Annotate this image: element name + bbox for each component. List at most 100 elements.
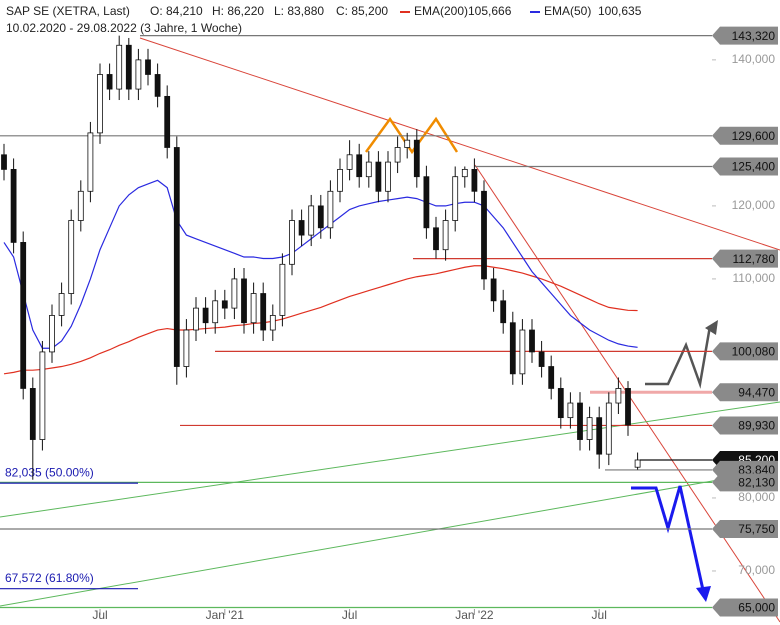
x-tick-label: Jan '21 <box>206 608 245 622</box>
y-tick-label: 110,000 <box>733 271 776 285</box>
level-label: 100,080 <box>732 345 776 359</box>
header: SAP SE (XETRA, Last) 10.02.2020 - 29.08.… <box>6 4 242 35</box>
candle-body <box>481 190 487 280</box>
candle-body <box>548 366 555 389</box>
candle-body <box>10 168 17 243</box>
candle-body <box>97 74 103 134</box>
candle-body <box>471 168 478 192</box>
arrow-head <box>705 320 718 335</box>
arrow-head <box>696 586 711 602</box>
level-label: 89,930 <box>738 419 775 433</box>
candle-body <box>49 315 55 353</box>
candle-body <box>1 154 7 170</box>
trend-line <box>0 401 780 518</box>
candle-body <box>68 220 75 294</box>
candle-body <box>356 154 363 178</box>
level-box <box>712 416 778 435</box>
candle-body <box>269 315 276 331</box>
level-box <box>712 342 778 361</box>
candle-body <box>135 59 142 90</box>
candle-body <box>39 351 46 440</box>
level-box <box>712 126 778 145</box>
candle-body <box>183 329 190 367</box>
candle-body <box>586 417 593 440</box>
level-box <box>712 598 778 617</box>
level-label: 82,130 <box>738 476 775 490</box>
legend-label: EMA(200) <box>414 4 468 18</box>
ema-line <box>3 265 638 375</box>
level-label: 143,320 <box>732 29 776 43</box>
candle-body <box>231 278 238 309</box>
candle-body <box>625 388 631 426</box>
candle-body <box>615 388 622 404</box>
level-label: 75,750 <box>738 522 775 536</box>
candle-body <box>164 95 171 148</box>
candle-body <box>557 388 564 419</box>
candle-body <box>413 139 420 178</box>
candle-body <box>519 329 526 375</box>
candle-body <box>77 190 84 221</box>
candle-body <box>529 329 535 353</box>
candle-body <box>500 300 507 324</box>
candle-body <box>596 417 603 455</box>
candle-body <box>394 147 401 163</box>
candle-body <box>577 402 583 440</box>
candle-body <box>58 293 65 316</box>
fib-label: 82,035 (50.00%) <box>5 465 94 479</box>
annotations <box>0 37 780 623</box>
candle-body <box>317 205 324 229</box>
candle-body <box>289 220 295 265</box>
ohlc-value: H: 86,220 <box>212 4 264 18</box>
symbol-title: SAP SE (XETRA, Last) <box>6 4 130 18</box>
legend-value: 100,635 <box>598 4 642 18</box>
legend-label: EMA(50) <box>544 4 591 18</box>
candle-body <box>385 161 391 192</box>
candle-body <box>202 307 209 324</box>
level-label: 65,000 <box>738 601 775 615</box>
candle-body <box>20 242 27 389</box>
fib-label: 67,572 (61.80%) <box>5 571 94 585</box>
x-tick-label: Jan '22 <box>455 608 494 622</box>
level-label: 94,470 <box>738 385 775 399</box>
level-label: 125,400 <box>732 160 776 174</box>
trend-line <box>0 479 719 607</box>
y-tick-label: 80,000 <box>738 490 775 504</box>
level-box <box>712 157 778 176</box>
y-tick-label: 140,000 <box>732 52 776 66</box>
candle-body <box>29 388 36 440</box>
level-box <box>712 26 778 45</box>
level-box <box>712 383 778 402</box>
ohlc-value: L: 83,880 <box>274 4 324 18</box>
candle-body <box>221 300 228 309</box>
candle-body <box>241 278 247 324</box>
candle-body <box>365 161 372 178</box>
candle-body <box>605 402 612 455</box>
candle-body <box>260 293 267 331</box>
legend-value: 105,666 <box>468 4 512 18</box>
candle-body <box>87 132 94 192</box>
x-tick-label: Jul <box>592 608 607 622</box>
level-label: 112,780 <box>733 252 776 266</box>
x-tick-label: Jul <box>92 608 107 622</box>
candle-body <box>346 154 353 170</box>
candle-body <box>116 44 123 90</box>
candle-body <box>490 278 497 302</box>
candle-body <box>327 190 334 229</box>
candle-body <box>442 220 449 251</box>
candle-body <box>279 263 286 316</box>
candle-body <box>193 307 199 331</box>
ohlc-value: O: 84,210 <box>150 4 203 18</box>
candle-body <box>404 139 411 148</box>
candle-body <box>538 351 545 367</box>
candle-body <box>212 300 219 324</box>
candle-body <box>298 220 305 236</box>
candle-body <box>509 322 516 375</box>
candle-body <box>337 168 343 192</box>
y-tick-label: 120,000 <box>732 198 776 212</box>
x-tick-label: Jul <box>342 608 357 622</box>
candle-body <box>567 402 574 419</box>
ohlc-value: C: 85,200 <box>336 4 388 18</box>
level-box <box>712 519 778 538</box>
candle-body <box>173 147 180 367</box>
